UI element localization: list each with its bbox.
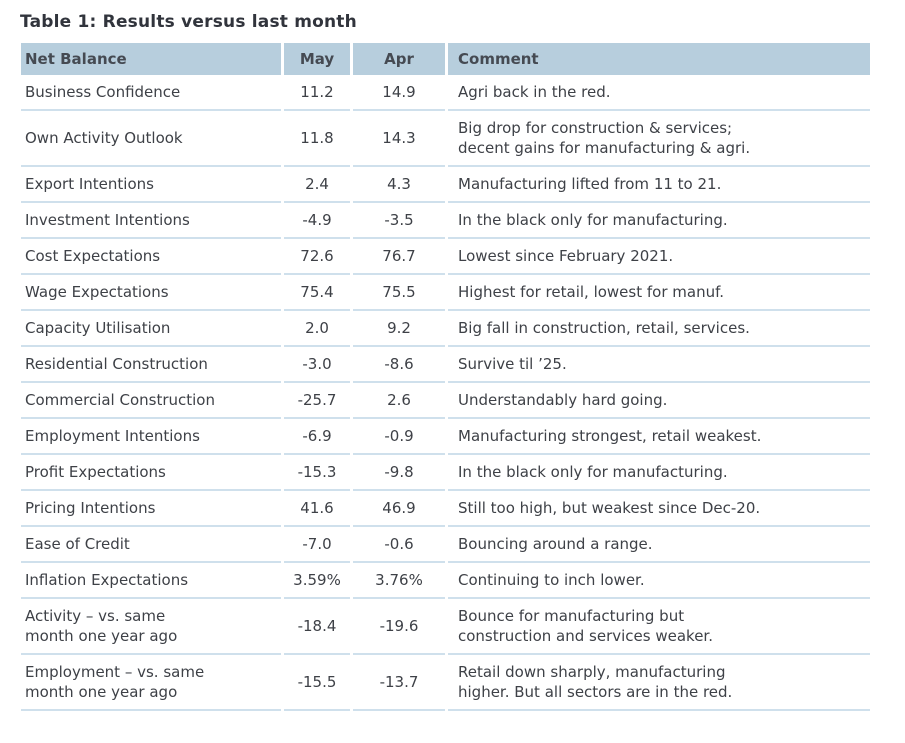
header-row: Net Balance May Apr Comment <box>21 43 870 75</box>
row-net-balance-label: Own Activity Outlook <box>21 111 281 167</box>
row-may-value: -3.0 <box>284 347 350 383</box>
row-net-balance-label: Activity – vs. same month one year ago <box>21 599 281 655</box>
row-comment: Manufacturing strongest, retail weakest. <box>448 419 870 455</box>
row-may-value: 2.4 <box>284 167 350 203</box>
row-may-value: 11.8 <box>284 111 350 167</box>
table-row: Wage Expectations 75.4 75.5 Highest for … <box>21 275 870 311</box>
table-row: Own Activity Outlook 11.8 14.3 Big drop … <box>21 111 870 167</box>
row-net-balance-label: Business Confidence <box>21 75 281 111</box>
row-comment: Big drop for construction & services; de… <box>448 111 870 167</box>
table-row: Ease of Credit -7.0 -0.6 Bouncing around… <box>21 527 870 563</box>
results-table: Net Balance May Apr Comment Business Con… <box>18 43 873 711</box>
row-apr-value: -3.5 <box>353 203 445 239</box>
row-net-balance-label: Cost Expectations <box>21 239 281 275</box>
row-comment: Continuing to inch lower. <box>448 563 870 599</box>
row-may-value: 3.59% <box>284 563 350 599</box>
row-apr-value: 2.6 <box>353 383 445 419</box>
row-comment: Agri back in the red. <box>448 75 870 111</box>
row-apr-value: -9.8 <box>353 455 445 491</box>
row-may-value: -4.9 <box>284 203 350 239</box>
row-apr-value: -8.6 <box>353 347 445 383</box>
row-may-value: -6.9 <box>284 419 350 455</box>
row-apr-value: 4.3 <box>353 167 445 203</box>
column-header-net-balance: Net Balance <box>21 43 281 75</box>
row-apr-value: -0.9 <box>353 419 445 455</box>
row-may-value: 41.6 <box>284 491 350 527</box>
row-comment: Retail down sharply, manufacturing highe… <box>448 655 870 711</box>
row-may-value: 11.2 <box>284 75 350 111</box>
row-apr-value: -0.6 <box>353 527 445 563</box>
row-may-value: -25.7 <box>284 383 350 419</box>
table-row: Investment Intentions -4.9 -3.5 In the b… <box>21 203 870 239</box>
row-apr-value: 75.5 <box>353 275 445 311</box>
table-row: Residential Construction -3.0 -8.6 Survi… <box>21 347 870 383</box>
row-comment: Big fall in construction, retail, servic… <box>448 311 870 347</box>
row-net-balance-label: Residential Construction <box>21 347 281 383</box>
table-row: Cost Expectations 72.6 76.7 Lowest since… <box>21 239 870 275</box>
row-comment: Understandably hard going. <box>448 383 870 419</box>
table-row: Activity – vs. same month one year ago -… <box>21 599 870 655</box>
table-row: Capacity Utilisation 2.0 9.2 Big fall in… <box>21 311 870 347</box>
row-net-balance-label: Profit Expectations <box>21 455 281 491</box>
row-may-value: -7.0 <box>284 527 350 563</box>
row-may-value: -18.4 <box>284 599 350 655</box>
row-apr-value: 46.9 <box>353 491 445 527</box>
row-net-balance-label: Ease of Credit <box>21 527 281 563</box>
row-comment: Bounce for manufacturing but constructio… <box>448 599 870 655</box>
row-net-balance-label: Employment – vs. same month one year ago <box>21 655 281 711</box>
row-apr-value: -13.7 <box>353 655 445 711</box>
table-row: Business Confidence 11.2 14.9 Agri back … <box>21 75 870 111</box>
row-net-balance-label: Capacity Utilisation <box>21 311 281 347</box>
column-header-apr: Apr <box>353 43 445 75</box>
column-header-may: May <box>284 43 350 75</box>
row-may-value: 75.4 <box>284 275 350 311</box>
row-net-balance-label: Commercial Construction <box>21 383 281 419</box>
row-net-balance-label: Pricing Intentions <box>21 491 281 527</box>
row-comment: In the black only for manufacturing. <box>448 455 870 491</box>
row-may-value: 2.0 <box>284 311 350 347</box>
table-row: Export Intentions 2.4 4.3 Manufacturing … <box>21 167 870 203</box>
row-net-balance-label: Inflation Expectations <box>21 563 281 599</box>
row-comment: In the black only for manufacturing. <box>448 203 870 239</box>
row-apr-value: 9.2 <box>353 311 445 347</box>
column-header-comment: Comment <box>448 43 870 75</box>
row-comment: Lowest since February 2021. <box>448 239 870 275</box>
row-comment: Bouncing around a range. <box>448 527 870 563</box>
table-body: Business Confidence 11.2 14.9 Agri back … <box>21 75 870 711</box>
row-comment: Highest for retail, lowest for manuf. <box>448 275 870 311</box>
row-net-balance-label: Wage Expectations <box>21 275 281 311</box>
table-row: Employment – vs. same month one year ago… <box>21 655 870 711</box>
table-row: Commercial Construction -25.7 2.6 Unders… <box>21 383 870 419</box>
row-comment: Still too high, but weakest since Dec-20… <box>448 491 870 527</box>
row-may-value: -15.3 <box>284 455 350 491</box>
table-row: Employment Intentions -6.9 -0.9 Manufact… <box>21 419 870 455</box>
row-apr-value: -19.6 <box>353 599 445 655</box>
row-net-balance-label: Export Intentions <box>21 167 281 203</box>
row-net-balance-label: Investment Intentions <box>21 203 281 239</box>
row-net-balance-label: Employment Intentions <box>21 419 281 455</box>
row-may-value: -15.5 <box>284 655 350 711</box>
row-apr-value: 76.7 <box>353 239 445 275</box>
table-row: Pricing Intentions 41.6 46.9 Still too h… <box>21 491 870 527</box>
row-comment: Survive til ’25. <box>448 347 870 383</box>
row-apr-value: 14.3 <box>353 111 445 167</box>
table-row: Profit Expectations -15.3 -9.8 In the bl… <box>21 455 870 491</box>
table-title: Table 1: Results versus last month <box>20 12 357 32</box>
row-apr-value: 14.9 <box>353 75 445 111</box>
row-may-value: 72.6 <box>284 239 350 275</box>
row-comment: Manufacturing lifted from 11 to 21. <box>448 167 870 203</box>
row-apr-value: 3.76% <box>353 563 445 599</box>
table-row: Inflation Expectations 3.59% 3.76% Conti… <box>21 563 870 599</box>
